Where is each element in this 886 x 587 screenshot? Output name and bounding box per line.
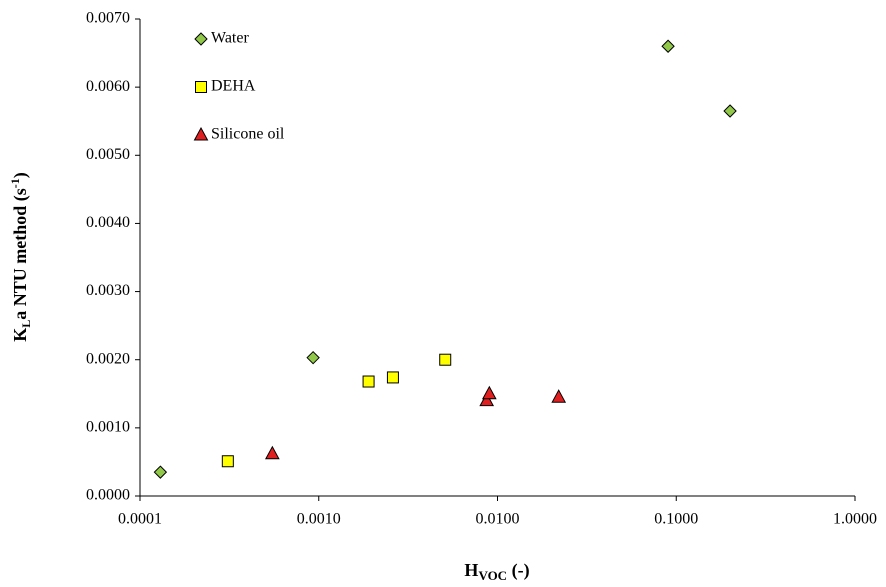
x-tick-label: 0.1000 <box>654 511 698 528</box>
x-axis-title-part: (-) <box>507 560 529 581</box>
data-point <box>479 392 495 407</box>
legend-marker <box>194 32 208 46</box>
x-tick-label: 0.0100 <box>476 511 520 528</box>
x-axis-title-part: H <box>464 560 478 580</box>
y-tick-label: 0.0040 <box>86 214 130 231</box>
y-axis-title-part: ) <box>10 172 31 178</box>
y-tick-label: 0.0030 <box>86 282 130 299</box>
y-tick-label: 0.0010 <box>86 419 130 436</box>
data-point <box>439 353 452 366</box>
y-axis-title-part: -1 <box>8 178 22 188</box>
data-point <box>221 455 234 468</box>
data-point <box>306 350 320 365</box>
x-tick-label: 0.0001 <box>118 511 162 528</box>
y-tick-label: 0.0020 <box>86 350 130 367</box>
y-axis-title: KLa NTU method (s-1) <box>8 172 33 342</box>
data-point <box>551 389 567 403</box>
legend-marker <box>195 81 207 93</box>
data-point <box>723 104 737 118</box>
data-point <box>153 465 168 479</box>
data-point <box>386 371 399 384</box>
y-axis-title-part: L <box>19 320 33 328</box>
y-axis-title-part: K <box>10 328 30 342</box>
x-tick-label: 0.0010 <box>297 511 341 528</box>
y-tick-label: 0.0000 <box>86 487 130 504</box>
legend-label: Water <box>211 30 249 47</box>
x-tick-label: 1.0000 <box>833 511 877 528</box>
y-tick-label: 0.0050 <box>86 146 130 163</box>
x-axis-title-part: VOC <box>478 568 507 583</box>
y-tick-label: 0.0070 <box>86 10 130 27</box>
x-axis-title: HVOC (-) <box>464 560 529 583</box>
data-point <box>265 445 280 460</box>
data-point <box>481 385 497 400</box>
legend-label: Silicone oil <box>211 126 285 143</box>
legend-marker <box>193 126 209 141</box>
legend-label: DEHA <box>211 78 256 95</box>
data-point <box>661 39 675 53</box>
data-point <box>362 375 375 388</box>
y-tick-label: 0.0060 <box>86 78 130 95</box>
y-axis-title-part: a NTU method (s <box>10 188 31 320</box>
